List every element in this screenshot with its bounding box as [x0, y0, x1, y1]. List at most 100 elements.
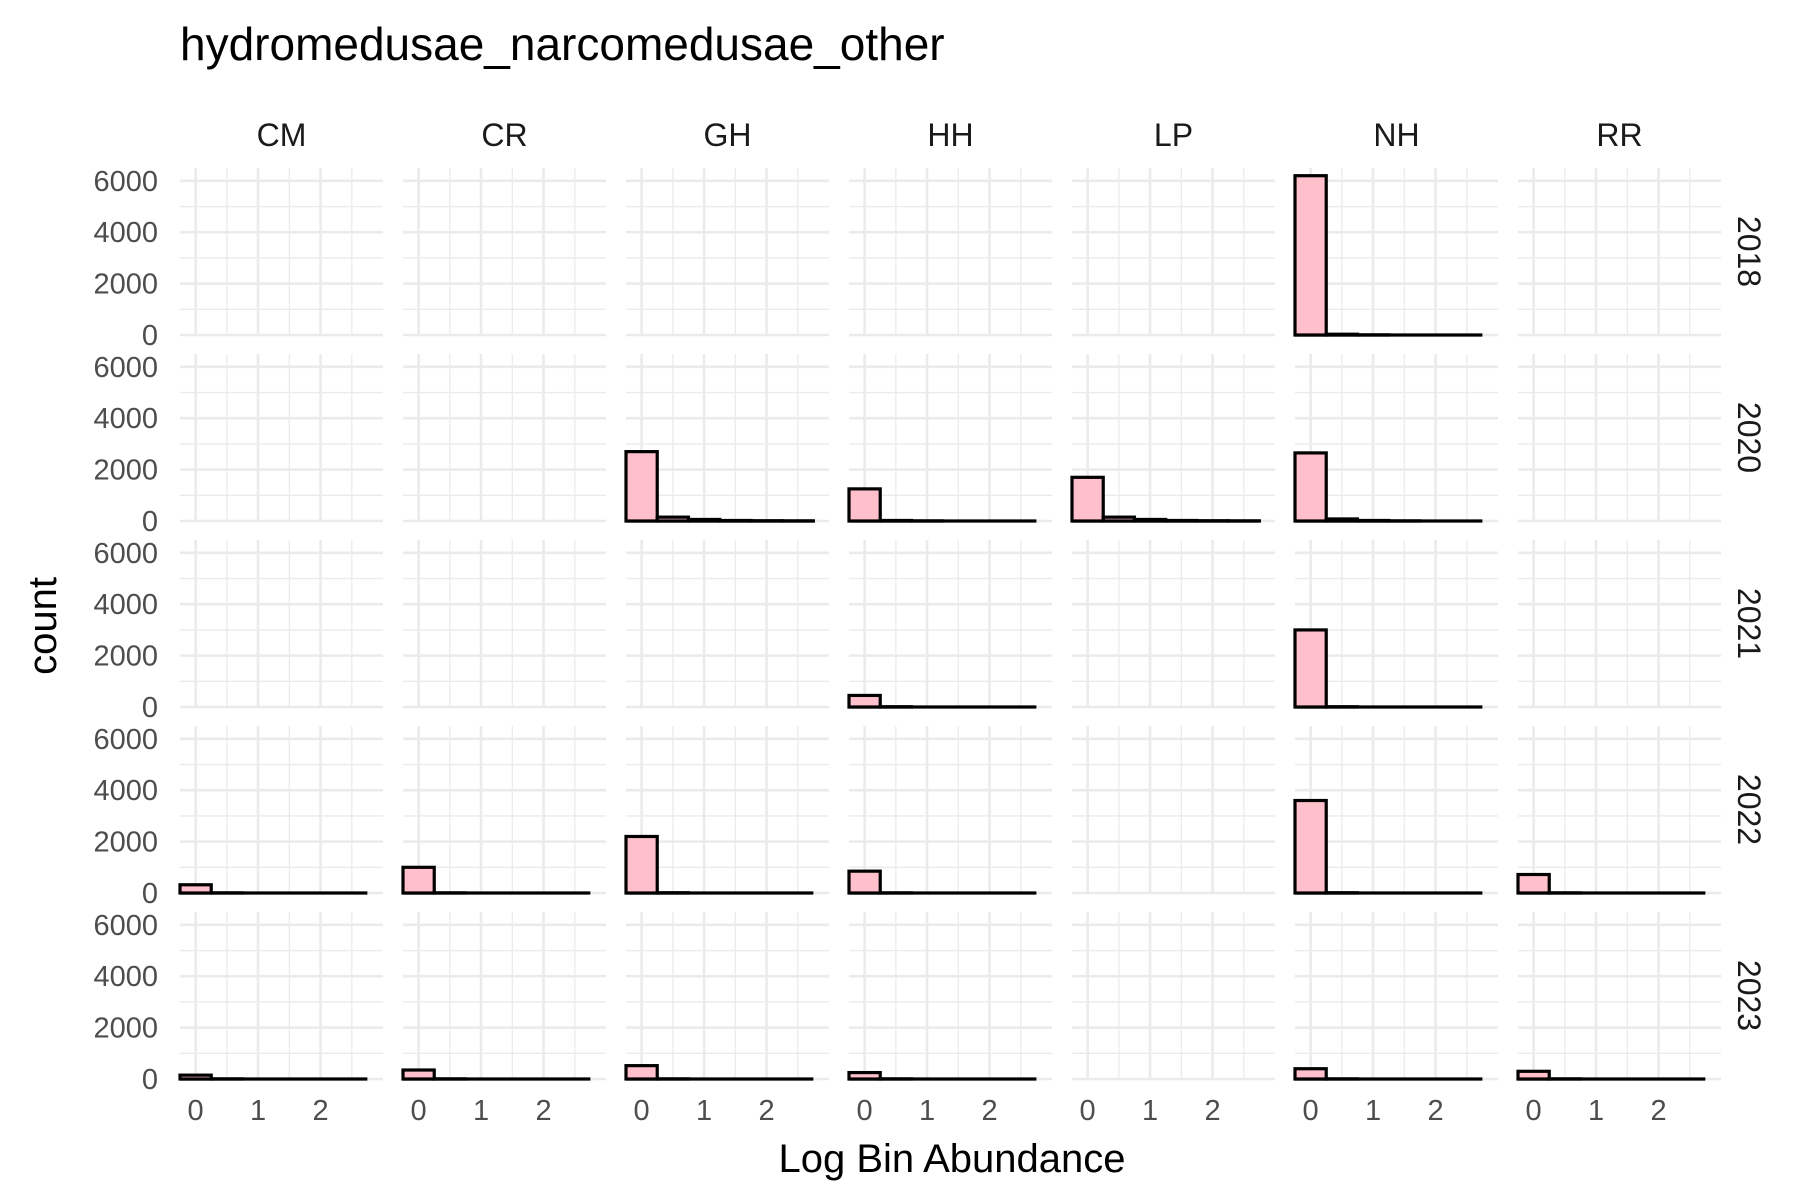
panel-rr-2022 [1516, 726, 1721, 895]
panel-rr-2023 [1516, 912, 1721, 1081]
x-tick-label: 2 [758, 1095, 774, 1127]
histogram-bar [1293, 798, 1328, 895]
x-tick-label: 2 [981, 1095, 997, 1127]
histogram-bar [624, 450, 659, 523]
x-tick-label: 1 [696, 1095, 712, 1127]
y-tick-label: 0 [142, 692, 158, 724]
facet-strip-col-cr: CR [481, 117, 527, 153]
panel-cr-2020 [403, 354, 606, 523]
histogram-bar [1355, 518, 1391, 523]
x-axis-title: Log Bin Abundance [779, 1137, 1126, 1181]
panel-rr-2018 [1518, 168, 1721, 337]
facet-strip-col-hh: HH [927, 117, 973, 153]
facet-panels [178, 168, 1721, 1081]
y-tick-label: 2000 [93, 455, 158, 487]
x-tick-label: 1 [473, 1095, 489, 1127]
x-tick-label: 0 [1526, 1095, 1542, 1127]
facet-strip-row-2018: 2018 [1731, 216, 1767, 287]
panel-lp-2023 [1072, 912, 1275, 1081]
histogram-bar [401, 1068, 436, 1081]
histogram-bar [1324, 332, 1360, 337]
y-tick-label: 4000 [93, 217, 158, 249]
panel-gh-2021 [626, 540, 829, 709]
facet-strip-col-nh: NH [1373, 117, 1419, 153]
x-tick-label: 0 [634, 1095, 650, 1127]
y-tick-label: 2000 [93, 1013, 158, 1045]
panel-hh-2022 [847, 726, 1052, 895]
facet-strip-row-2023: 2023 [1731, 960, 1767, 1031]
histogram-bar [1293, 174, 1328, 337]
x-tick-label: 2 [1650, 1095, 1666, 1127]
y-tick-labels: 0200040006000020004000600002000400060000… [93, 166, 158, 1096]
y-tick-label: 0 [142, 878, 158, 910]
x-tick-label: 0 [1303, 1095, 1319, 1127]
panel-cm-2023 [178, 912, 383, 1081]
y-tick-label: 2000 [93, 269, 158, 301]
panel-cr-2023 [401, 912, 606, 1081]
facet-strip-col-lp: LP [1154, 117, 1193, 153]
panel-gh-2022 [624, 726, 829, 895]
panel-gh-2018 [626, 168, 829, 337]
y-tick-label: 4000 [93, 589, 158, 621]
panel-lp-2020 [1070, 354, 1275, 523]
facet-strip-row-2021: 2021 [1731, 588, 1767, 659]
histogram-bar [847, 869, 882, 895]
y-tick-label: 6000 [93, 910, 158, 942]
y-tick-label: 6000 [93, 538, 158, 570]
panel-cr-2021 [403, 540, 606, 709]
panel-cr-2022 [401, 726, 606, 895]
x-tick-label: 1 [1588, 1095, 1604, 1127]
y-tick-label: 2000 [93, 641, 158, 673]
histogram-bar [878, 518, 914, 523]
histogram-bar [178, 883, 213, 895]
panel-lp-2021 [1072, 540, 1275, 709]
histogram-bar [1516, 1069, 1551, 1081]
panel-nh-2021 [1293, 540, 1498, 709]
histogram-bar [1293, 628, 1328, 709]
panel-cr-2018 [403, 168, 606, 337]
y-tick-label: 2000 [93, 827, 158, 859]
panel-nh-2023 [1293, 912, 1498, 1081]
y-axis-title: count [21, 577, 65, 675]
panel-cm-2022 [178, 726, 383, 895]
histogram-bar [401, 865, 436, 895]
histogram-bar [1132, 517, 1168, 523]
histogram-bar [1101, 515, 1137, 523]
x-tick-label: 1 [250, 1095, 266, 1127]
panel-rr-2021 [1518, 540, 1721, 709]
x-tick-label: 1 [919, 1095, 935, 1127]
panel-nh-2022 [1293, 726, 1498, 895]
panel-lp-2022 [1072, 726, 1275, 895]
panel-cm-2021 [180, 540, 383, 709]
histogram-bar [624, 1064, 659, 1081]
histogram-bar [718, 518, 753, 523]
x-tick-label: 0 [1080, 1095, 1096, 1127]
panel-hh-2021 [847, 540, 1052, 709]
x-tick-label: 2 [1427, 1095, 1443, 1127]
y-tick-label: 0 [142, 506, 158, 538]
panel-gh-2023 [624, 912, 829, 1081]
histogram-bar [847, 1070, 882, 1081]
panel-nh-2018 [1293, 168, 1498, 337]
y-tick-label: 4000 [93, 403, 158, 435]
x-tick-label: 2 [535, 1095, 551, 1127]
x-tick-label: 0 [857, 1095, 873, 1127]
facet-strip-col-rr: RR [1596, 117, 1642, 153]
y-tick-label: 6000 [93, 166, 158, 198]
histogram-bar [655, 515, 691, 523]
histogram-bar [1516, 872, 1551, 895]
y-tick-label: 4000 [93, 775, 158, 807]
panel-hh-2023 [847, 912, 1052, 1081]
x-tick-label: 1 [1142, 1095, 1158, 1127]
facet-strip-row-2022: 2022 [1731, 774, 1767, 845]
y-tick-label: 4000 [93, 961, 158, 993]
chart-title: hydromedusae_narcomedusae_other [180, 18, 945, 70]
x-tick-labels: 0 1 2 0 1 2 0 1 2 0 1 2 0 1 2 0 1 2 0 1 2 [188, 1095, 1667, 1127]
histogram-bar [624, 834, 659, 895]
panel-hh-2018 [849, 168, 1052, 337]
y-tick-label: 0 [142, 320, 158, 352]
histogram-bar [847, 693, 882, 709]
x-tick-label: 1 [1365, 1095, 1381, 1127]
facet-strip-col-gh: GH [704, 117, 752, 153]
